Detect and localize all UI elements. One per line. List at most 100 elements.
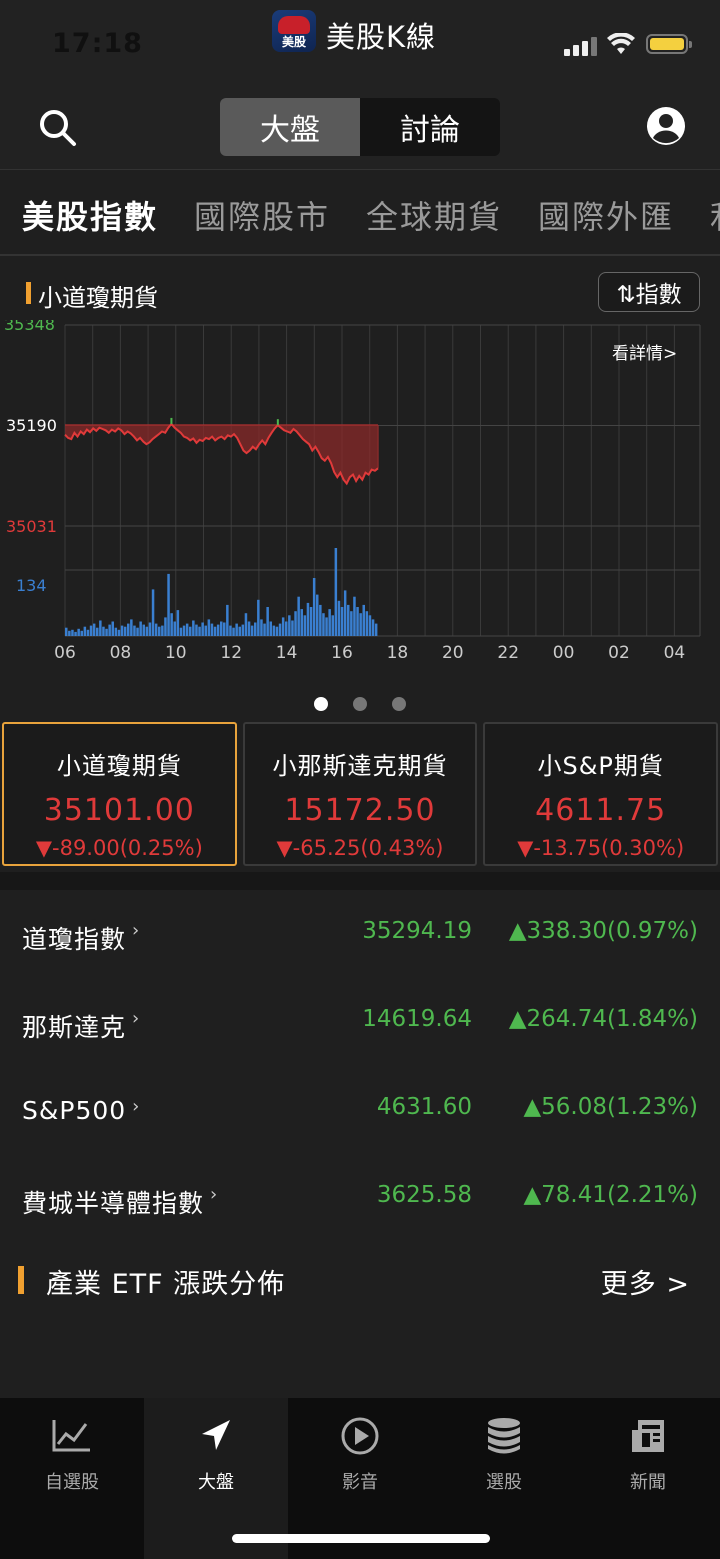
tabbar-video[interactable]: 影音 [288, 1398, 432, 1559]
volume-bar [254, 622, 257, 636]
volume-bar [241, 624, 245, 636]
volume-bar [99, 620, 102, 636]
switch-index-button[interactable]: ⇅指數 [598, 272, 700, 312]
volume-bar [260, 619, 263, 636]
tabbar-news[interactable]: 新聞 [576, 1398, 720, 1559]
index-row-dow[interactable]: 道瓊指數 › 35294.19 ▲338.30(0.97%) [0, 892, 720, 980]
index-row-nasdaq[interactable]: 那斯達克 › 14619.64 ▲264.74(1.84%) [0, 980, 720, 1068]
category-tab-global-futures[interactable]: 全球期貨 [366, 198, 503, 236]
volume-bar [223, 622, 226, 636]
volume-bar [303, 615, 307, 636]
pager-dot-1[interactable] [313, 697, 328, 711]
tabbar-market[interactable]: 大盤 [144, 1398, 288, 1559]
volume-bar [266, 607, 269, 636]
volume-bar [247, 621, 251, 636]
tab-discussion[interactable]: 討論 [400, 113, 460, 148]
chevron-right-icon: › [132, 920, 141, 941]
play-icon [341, 1417, 379, 1455]
x-tick-label: 16 [331, 643, 353, 663]
volume-bar [102, 626, 105, 636]
volume-bar [343, 590, 347, 636]
volume-bar [123, 626, 127, 636]
category-tab-intl-stocks[interactable]: 國際股市 [194, 198, 331, 236]
volume-bar [250, 625, 254, 636]
volume-bar [108, 624, 111, 636]
volume-bar [117, 629, 121, 636]
volume-bar [80, 630, 83, 636]
chart-header: 小道瓊期貨 ⇅指數 [0, 262, 720, 322]
app-title: 美股K線 [326, 20, 437, 54]
volume-bar [226, 604, 229, 636]
view-detail-link[interactable]: 看詳情> [612, 344, 677, 364]
x-tick-label: 06 [54, 643, 76, 663]
x-tick-label: 04 [664, 643, 686, 663]
volume-bar [92, 623, 96, 636]
index-name: 道瓊指數 [22, 925, 127, 954]
volume-bar [182, 625, 186, 636]
x-tick-label: 08 [110, 643, 132, 663]
navigation-arrow-icon [202, 1420, 230, 1450]
volume-bar [68, 630, 71, 636]
tab-label: 選股 [486, 1472, 522, 1493]
etf-more-link[interactable]: 更多 > [600, 1269, 690, 1300]
home-indicator[interactable] [232, 1534, 490, 1543]
index-value: 14619.64 [362, 1006, 472, 1032]
futures-card-mini-nasdaq[interactable]: 小那斯達克期貨 15172.50 ▼-65.25(0.43%) [242, 722, 478, 866]
volume-bar [362, 604, 365, 636]
volume-bar [198, 626, 201, 636]
volume-bar [297, 596, 300, 636]
volume-bar [272, 625, 276, 636]
futures-card-mini-sp[interactable]: 小S&P期貨 4611.75 ▼-13.75(0.30%) [483, 722, 719, 866]
pager-dot-3[interactable] [392, 697, 407, 711]
volume-bar [328, 609, 331, 636]
category-tab-us-index[interactable]: 美股指數 [22, 198, 159, 236]
chart-trend-icon [52, 1420, 90, 1452]
volume-bar [207, 619, 211, 636]
y-tick-low: 35031 [6, 517, 57, 536]
etf-section-title: 產業 ETF 漲跌分佈 [46, 1269, 286, 1300]
volume-bar [220, 621, 223, 636]
volume-bar [114, 627, 118, 636]
futures-card-mini-dow[interactable]: 小道瓊期貨 35101.00 ▼-89.00(0.25%) [2, 722, 237, 866]
volume-bar [229, 625, 232, 636]
user-account-icon[interactable] [646, 106, 686, 146]
wifi-icon [607, 33, 635, 54]
volume-bar [244, 613, 248, 636]
volume-bar [145, 626, 149, 636]
status-time: 17:18 [52, 28, 143, 59]
x-tick-label: 20 [442, 643, 464, 663]
search-icon[interactable] [38, 108, 78, 148]
x-tick-label: 14 [276, 643, 298, 663]
volume-bar [374, 623, 378, 636]
index-row-sox[interactable]: 費城半導體指數 › 3625.58 ▲78.41(2.21%) [0, 1156, 720, 1244]
futures-name: 小S&P期貨 [537, 752, 664, 780]
x-tick-label: 12 [220, 643, 242, 663]
index-row-sp500[interactable]: S&P500 › 4631.60 ▲56.08(1.23%) [0, 1068, 720, 1156]
category-tab-forex[interactable]: 國際外匯 [538, 198, 675, 236]
tab-market[interactable]: 大盤 [220, 98, 360, 156]
volume-bar [120, 625, 124, 636]
volume-bar [291, 620, 294, 636]
volume-bar [74, 631, 77, 636]
volume-bar [192, 620, 195, 636]
chevron-right-icon: › [132, 1096, 141, 1117]
volume-bar [331, 615, 334, 636]
volume-bar [238, 626, 241, 636]
app-logo-icon: 美股 [272, 10, 316, 52]
index-value: 4631.60 [376, 1094, 472, 1120]
futures-change: ▼-13.75(0.30%) [517, 836, 685, 860]
index-change: ▲264.74(1.84%) [508, 1006, 698, 1032]
volume-bar [167, 573, 170, 636]
volume-bar [77, 628, 80, 636]
tabbar-screener[interactable]: 選股 [432, 1398, 576, 1559]
volume-bar [179, 627, 183, 636]
volume-bar [312, 578, 316, 636]
tabbar-watchlist[interactable]: 自選股 [0, 1398, 144, 1559]
intraday-chart[interactable]: 35348 35190 35031 134 看詳情> 06 08 10 12 14 16 1… [0, 315, 720, 680]
index-name: 費城半導體指數 [22, 1189, 205, 1218]
index-change: ▲56.08(1.23%) [523, 1094, 698, 1120]
pager-dot-2[interactable] [353, 697, 367, 711]
category-tab-more[interactable]: 利 [710, 192, 720, 238]
volume-bar [350, 611, 353, 636]
volume-bar [368, 615, 372, 636]
